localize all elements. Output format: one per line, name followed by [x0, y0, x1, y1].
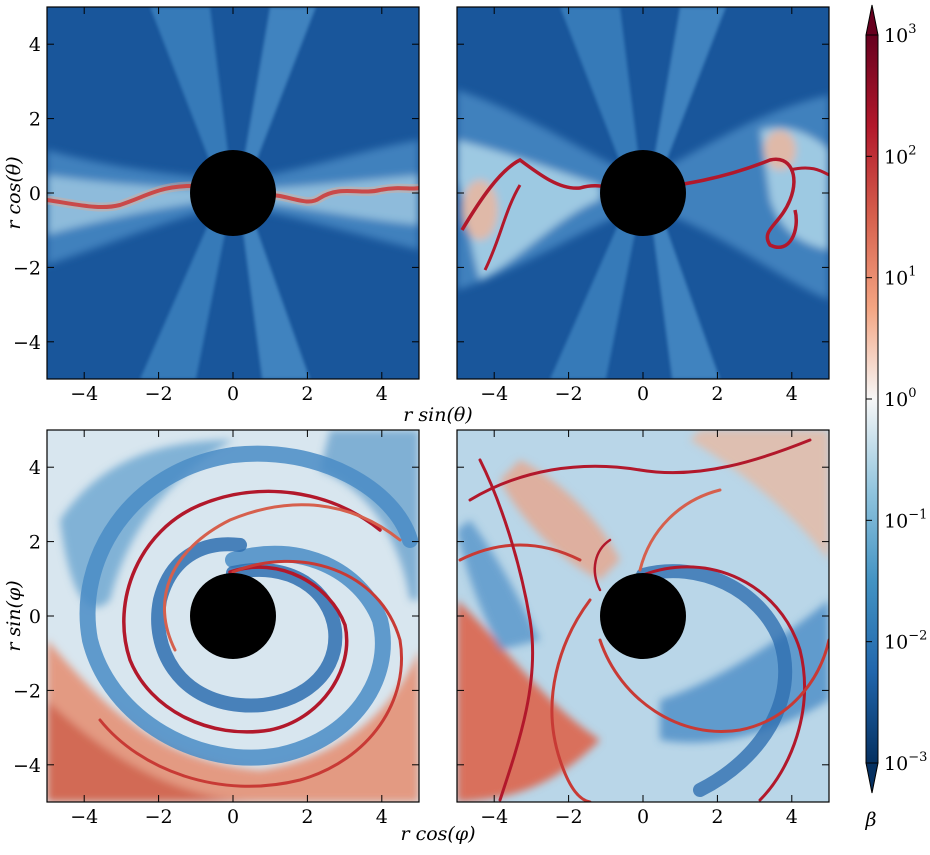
y-tick-label: 4: [29, 457, 41, 479]
x-tick-label: 4: [786, 806, 798, 828]
spiral-arms: [79, 445, 418, 788]
black-hole: [600, 573, 686, 659]
colorbar-tick-label: 100: [884, 386, 916, 411]
x-tick-label: −4: [70, 383, 98, 405]
y-tick-label: −4: [13, 332, 41, 354]
y-tick-label: 0: [29, 183, 41, 205]
x-tick-label: −2: [555, 383, 583, 405]
x-tick-label: 0: [637, 806, 649, 828]
colorbar-top-extend: [865, 4, 879, 36]
x-tick-label: 0: [637, 383, 649, 405]
y-axis-label: r cos(θ): [3, 156, 25, 229]
panel-bottom-right: [457, 430, 829, 802]
colorbar-tick-label: 10−3: [884, 750, 927, 775]
y-tick-label: 2: [29, 109, 41, 131]
black-hole: [190, 150, 276, 236]
x-tick-label: −2: [555, 806, 583, 828]
x-tick-label: 2: [301, 383, 313, 405]
colorbar-bottom-extend: [865, 762, 879, 794]
x-tick-label: 2: [711, 383, 723, 405]
x-tick-label: −4: [70, 806, 98, 828]
colorbar: 103 102 101 100 10−1 10−2 10−3 β: [865, 4, 927, 831]
x-tick-label: −4: [480, 383, 508, 405]
panel-bottom-left: [47, 430, 419, 802]
polar-jets: [140, 7, 316, 379]
y-tick-label: −4: [13, 755, 41, 777]
colorbar-label: β: [865, 809, 877, 831]
disk-red-region: [47, 640, 419, 802]
x-tick-label: 2: [301, 806, 313, 828]
y-axis-label: r sin(φ): [3, 580, 25, 651]
x-tick-label: −2: [145, 383, 173, 405]
x-axis-label: r cos(φ): [400, 823, 475, 845]
y-tick-label: −2: [13, 680, 41, 702]
x-tick-label: 2: [711, 806, 723, 828]
current-sheet: [47, 183, 419, 210]
black-hole: [600, 150, 686, 236]
x-tick-label: 0: [227, 806, 239, 828]
y-tick-label: 0: [29, 606, 41, 628]
panel-top-right: [457, 7, 829, 379]
polar-jets: [550, 7, 726, 379]
y-tick-label: 2: [29, 532, 41, 554]
colorbar-tick-label: 103: [884, 22, 916, 47]
y-tick-label: −2: [13, 257, 41, 279]
y-tick-label: 4: [29, 34, 41, 56]
x-tick-label: 4: [376, 383, 388, 405]
x-tick-label: −4: [480, 806, 508, 828]
x-tick-label: 0: [227, 383, 239, 405]
colorbar-tick-label: 101: [884, 265, 916, 290]
x-tick-label: 4: [376, 806, 388, 828]
colorbar-tick-label: 10−1: [884, 507, 927, 532]
x-tick-label: −2: [145, 806, 173, 828]
top-x-axis-label: r sin(θ): [403, 404, 472, 426]
black-hole: [190, 573, 276, 659]
colorbar-tick-label: 10−2: [884, 629, 927, 654]
x-tick-label: 4: [786, 383, 798, 405]
spiral-arms: [458, 438, 829, 802]
panel-top-left: [47, 7, 419, 379]
colorbar-tick-label: 102: [884, 143, 916, 168]
